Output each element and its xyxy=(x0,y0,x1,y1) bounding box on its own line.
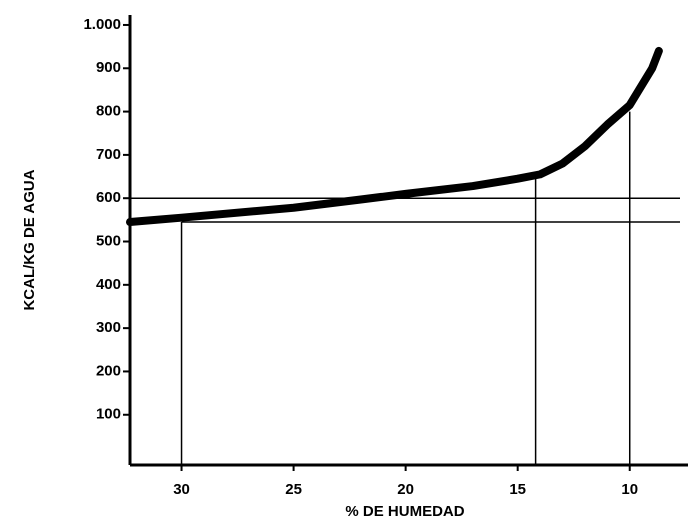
y-tick-label: 1.000 xyxy=(83,16,121,33)
y-axis-label: KCAL/KG DE AGUA xyxy=(21,169,38,310)
y-tick-label: 300 xyxy=(96,319,121,336)
y-tick-label: 900 xyxy=(96,59,121,76)
x-tick-label: 20 xyxy=(397,481,414,498)
y-tick-label: 400 xyxy=(96,276,121,293)
x-tick-label: 30 xyxy=(173,481,190,498)
x-tick-label: 25 xyxy=(285,481,302,498)
y-tick-label: 100 xyxy=(96,406,121,423)
y-tick-label: 800 xyxy=(96,103,121,120)
y-tick-label: 600 xyxy=(96,189,121,206)
x-tick-label: 15 xyxy=(509,481,526,498)
curve xyxy=(126,46,663,227)
y-tick-label: 700 xyxy=(96,146,121,163)
y-tick-label: 200 xyxy=(96,362,121,379)
x-tick-label: 10 xyxy=(621,481,638,498)
y-tick-label: 500 xyxy=(96,232,121,249)
x-axis-label: % DE HUMEDAD xyxy=(345,503,464,520)
